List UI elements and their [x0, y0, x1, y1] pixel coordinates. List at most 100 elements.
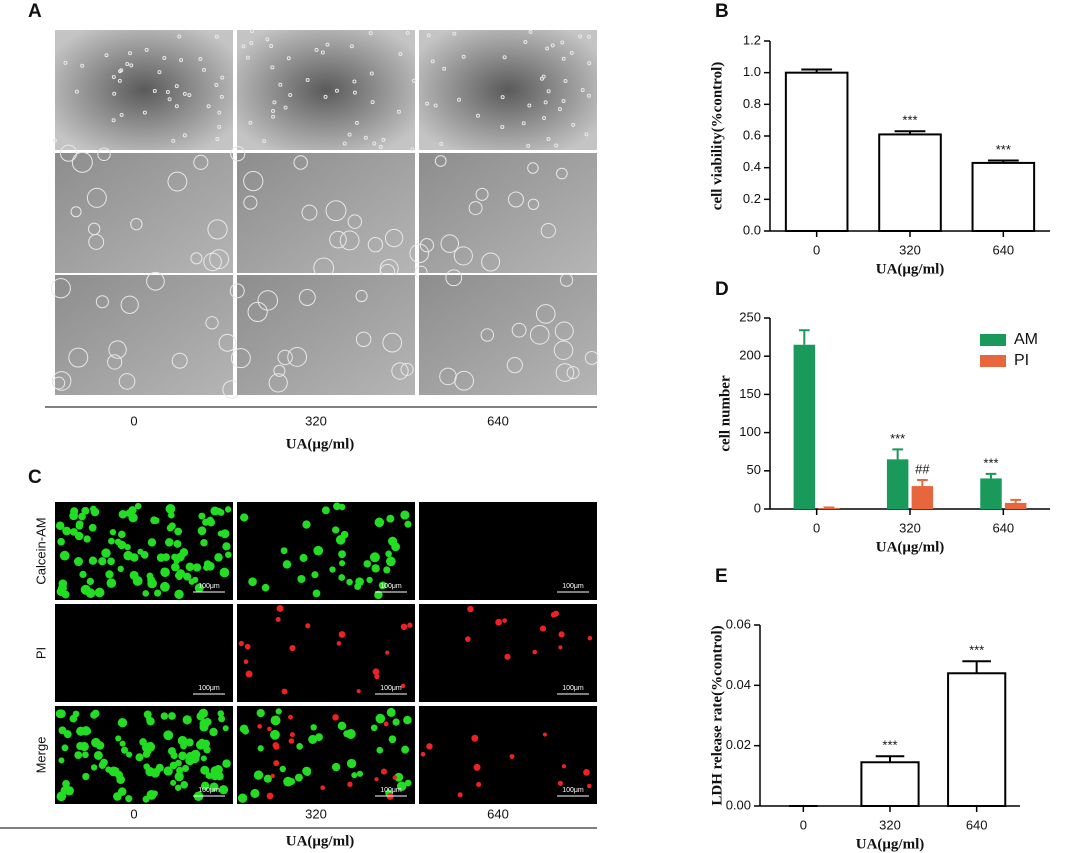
cell [297, 574, 306, 584]
x-tick-label: 0 [800, 817, 807, 832]
cell [76, 742, 85, 751]
cell [224, 506, 232, 513]
cell [425, 101, 430, 106]
cell [282, 560, 292, 569]
cell [218, 715, 226, 723]
cell [170, 563, 180, 572]
cell [289, 732, 295, 738]
cell [311, 571, 319, 579]
cell [355, 289, 368, 303]
cell [117, 787, 127, 796]
cell [218, 785, 229, 795]
cell [378, 581, 387, 590]
cell [178, 751, 187, 761]
cell [584, 132, 589, 137]
micrograph [419, 706, 597, 804]
cell [200, 755, 207, 762]
cell [386, 514, 395, 523]
bar [886, 459, 909, 509]
cell [271, 114, 276, 119]
cell [220, 75, 225, 80]
cell [137, 548, 144, 555]
cell [561, 56, 566, 61]
cell [265, 37, 270, 42]
y-tick-label: 100 [739, 424, 761, 439]
cell [248, 577, 257, 587]
cell [439, 367, 457, 386]
cell [62, 526, 71, 536]
cell [558, 631, 565, 638]
cell [218, 333, 237, 352]
cell [209, 727, 218, 737]
x-tick-label: 640 [992, 520, 1014, 535]
cell [363, 135, 368, 140]
annotation: ## [915, 461, 930, 476]
bar [793, 344, 816, 509]
cell [171, 138, 176, 143]
y-tick-label: 1.0 [743, 64, 761, 79]
cell [220, 529, 230, 539]
cell [293, 155, 308, 170]
cell [91, 737, 101, 748]
cell [200, 538, 208, 547]
scale-bar-label: 100μm [562, 787, 584, 794]
cell [542, 116, 547, 121]
cell [339, 560, 346, 567]
cell [566, 366, 580, 380]
cell [225, 551, 232, 558]
cell [329, 566, 336, 573]
cell [288, 738, 295, 744]
cell [262, 139, 267, 144]
cell [249, 40, 254, 45]
cell [546, 89, 551, 94]
cell [174, 104, 179, 109]
panel-label: D [715, 279, 729, 300]
cell [170, 751, 178, 760]
cell [554, 143, 559, 148]
cell [207, 219, 228, 240]
cell [196, 711, 205, 721]
cell [190, 252, 203, 265]
cell [500, 124, 505, 129]
cell [118, 509, 128, 519]
cell [194, 583, 204, 593]
cell [587, 61, 592, 66]
cell [302, 766, 312, 776]
cell [308, 734, 318, 745]
y-tick-label: 0.8 [743, 96, 761, 111]
y-tick-label: 0.2 [743, 191, 761, 206]
cell [532, 649, 538, 655]
column-label: 640 [487, 806, 509, 821]
cell [351, 772, 358, 779]
cell [374, 673, 380, 680]
cell [302, 520, 311, 529]
cell [117, 540, 127, 550]
cell [338, 503, 346, 511]
cell [58, 757, 65, 764]
cell [163, 766, 173, 776]
cell [270, 773, 275, 779]
bar [1004, 502, 1027, 509]
cell [257, 745, 264, 752]
cell [150, 516, 158, 525]
cell [171, 352, 188, 369]
cell [198, 512, 206, 520]
cell [143, 710, 152, 719]
cell [475, 113, 480, 118]
x-axis-label: UA(μg/ml) [876, 261, 945, 277]
micrograph [419, 153, 597, 273]
cell [267, 726, 272, 732]
x-tick-label: 320 [899, 520, 921, 535]
cell [244, 643, 251, 650]
micrograph [237, 30, 415, 150]
cell [426, 743, 433, 750]
cell [162, 553, 170, 561]
cell [476, 781, 482, 787]
y-tick-label: 0.0 [743, 222, 761, 237]
cell [439, 141, 444, 146]
cell [57, 709, 66, 718]
cell [556, 167, 568, 180]
cell [217, 710, 225, 717]
cell [527, 162, 539, 174]
y-tick-label: 50 [747, 462, 761, 477]
